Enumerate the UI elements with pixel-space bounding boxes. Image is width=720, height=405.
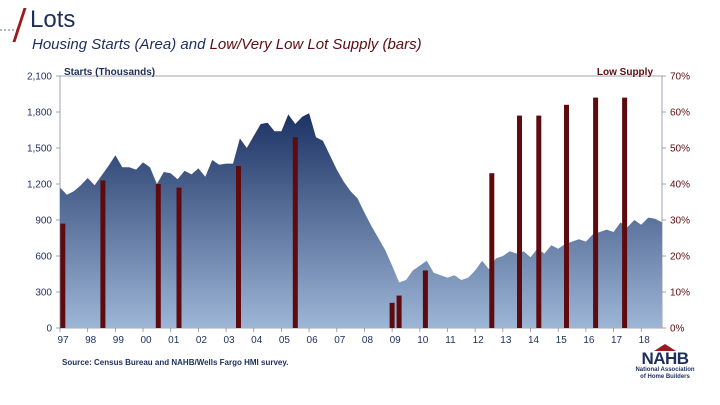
page-subtitle: Housing Starts (Area) and Low/Very Low L… [32,36,422,53]
nahb-logo: NAHB National Association of Home Builde… [632,344,698,381]
y-tick-label: 300 [35,288,52,299]
x-tick-label: 97 [57,335,69,346]
x-tick-label: 04 [251,335,263,346]
y-tick-label: 900 [35,216,52,227]
y-tick-label: 1,800 [27,108,52,119]
y-tick-label: 600 [35,252,52,263]
logo-mark: NAHB [641,349,689,368]
lot-supply-bar [100,180,106,328]
lot-supply-bar [176,187,182,328]
page-title: Lots [30,6,76,33]
source-note: Source: Census Bureau and NAHB/Wells Far… [62,358,289,367]
lot-supply-bar [536,115,542,328]
y2-tick-label: 40% [670,180,690,191]
lot-supply-bar [517,115,522,328]
lot-supply-bar [396,295,402,328]
subtitle-bars-part: Low/Very Low Lot Supply (bars) [209,36,422,53]
y-axis-label-right: Low Supply [597,67,654,78]
starts-area [60,113,662,328]
x-tick-label: 10 [417,335,429,346]
y-tick-label: 1,200 [27,180,52,191]
lot-supply-bar [622,97,628,328]
x-tick-label: 18 [639,335,651,346]
logo-line-2: of Home Builders [640,374,690,380]
lot-supply-bar [389,302,395,328]
x-tick-label: 09 [390,335,402,346]
y2-tick-label: 20% [670,252,690,263]
y2-tick-label: 10% [670,288,690,299]
lot-supply-bar [236,166,241,328]
x-tick-label: 01 [168,335,180,346]
x-tick-label: 17 [611,335,623,346]
logo-line-1: National Association [635,367,695,373]
y2-tick-label: 60% [670,108,690,119]
lot-supply-bar [292,137,298,328]
decorative-dots [0,29,18,31]
lot-supply-bar [489,173,495,328]
lot-supply-bar [564,104,569,328]
logo-roof-icon [654,344,676,351]
x-tick-label: 15 [556,335,568,346]
y-tick-label: 1,500 [27,144,52,155]
subtitle-area-part: Housing Starts (Area) and [32,36,210,53]
y2-tick-label: 30% [670,216,690,227]
y-axis-label-left: Starts (Thousands) [64,67,155,78]
lot-supply-bar [422,270,428,328]
x-tick-label: 00 [140,335,152,346]
lot-supply-bar [60,223,66,328]
x-tick-label: 02 [196,335,208,346]
lot-supply-bar [155,184,161,328]
x-tick-label: 05 [279,335,291,346]
x-tick-label: 99 [113,335,125,346]
x-tick-label: 08 [362,335,374,346]
y-tick-label: 0 [46,324,52,335]
x-tick-label: 12 [473,335,485,346]
x-tick-label: 16 [583,335,595,346]
x-tick-label: 07 [334,335,346,346]
x-tick-label: 14 [528,335,540,346]
y-tick-label: 2,100 [27,72,52,83]
x-tick-label: 11 [445,335,456,346]
lot-supply-bar [593,97,599,328]
x-tick-label: 06 [307,335,319,346]
y2-tick-label: 70% [670,72,690,83]
x-tick-label: 03 [224,335,236,346]
x-tick-label: 13 [500,335,512,346]
x-tick-label: 98 [85,335,97,346]
y2-tick-label: 50% [670,144,690,155]
y2-tick-label: 0% [670,324,685,335]
